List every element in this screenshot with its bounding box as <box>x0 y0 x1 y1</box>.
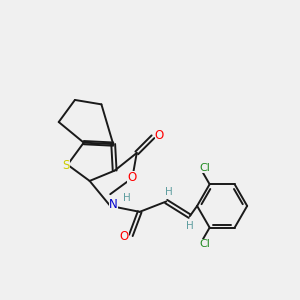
Text: H: H <box>123 193 130 203</box>
Text: Cl: Cl <box>199 239 210 249</box>
Text: O: O <box>155 129 164 142</box>
Text: H: H <box>165 187 173 197</box>
Text: O: O <box>120 230 129 243</box>
Text: S: S <box>62 159 70 172</box>
Text: H: H <box>186 221 194 231</box>
Text: O: O <box>127 172 136 184</box>
Text: N: N <box>109 198 118 211</box>
Text: Cl: Cl <box>199 163 210 173</box>
